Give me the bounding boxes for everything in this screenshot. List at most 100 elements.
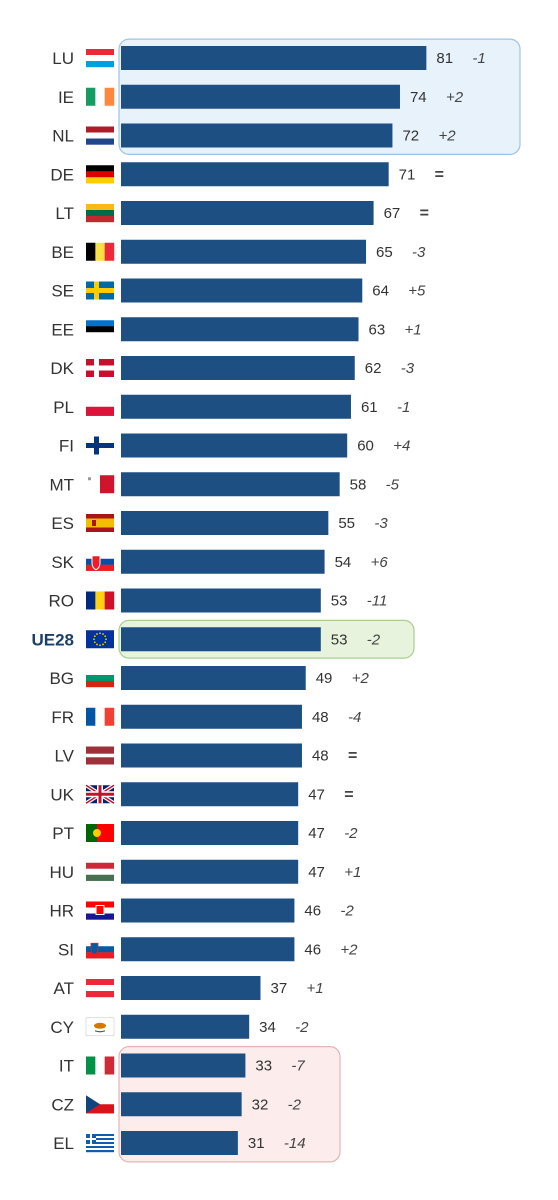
category-label: HR: [49, 902, 74, 921]
change-label: +1: [405, 321, 422, 338]
category-label: FI: [59, 437, 74, 456]
category-label: NL: [52, 127, 74, 146]
bar: [121, 472, 340, 497]
bar: [121, 743, 302, 768]
change-label: +2: [352, 670, 370, 687]
cyprus-flag-icon: [85, 1017, 115, 1037]
italy-flag-icon: [86, 1056, 115, 1075]
category-label: EE: [51, 320, 74, 339]
austria-flag-icon: [86, 979, 114, 998]
value-label: 71: [399, 166, 416, 183]
row-at: AT 37 +1: [54, 976, 324, 1000]
value-label: 53: [331, 593, 348, 610]
row-mt: MT 58 -5: [49, 472, 400, 497]
row-it: IT 33 -7: [59, 1053, 305, 1078]
row-lu: LU 81 -1: [52, 46, 486, 70]
row-ee: EE 63 +1: [51, 317, 422, 342]
value-label: 58: [350, 476, 367, 493]
row-cy: CY 34 -2: [50, 1014, 309, 1039]
row-uk: UK 47 =: [50, 782, 354, 807]
value-label: 55: [338, 515, 355, 532]
row-be: BE 65 -3: [51, 239, 426, 264]
change-label: +2: [446, 89, 464, 106]
change-label: +1: [306, 980, 323, 997]
value-label: 54: [335, 554, 352, 571]
change-label: -5: [386, 476, 400, 493]
row-hr: HR 46 -2: [49, 898, 354, 923]
change-label: =: [344, 786, 353, 803]
value-label: 31: [248, 1135, 265, 1152]
value-label: 46: [304, 941, 321, 958]
value-label: 48: [312, 709, 329, 726]
bar: [121, 317, 359, 342]
value-label: 72: [402, 128, 419, 145]
value-label: 64: [372, 283, 389, 300]
row-cz: CZ 32 -2: [51, 1092, 302, 1117]
row-el: EL 31 -14: [53, 1131, 306, 1155]
value-label: 34: [259, 1019, 276, 1036]
bar: [121, 588, 321, 613]
slovenia-flag-icon: [86, 940, 114, 959]
belgium-flag-icon: [86, 242, 115, 261]
value-label: 61: [361, 399, 378, 416]
finland-flag-icon: [86, 436, 114, 455]
slovakia-flag-icon: [86, 552, 114, 571]
category-label: IE: [58, 88, 74, 107]
row-fr: FR 48 -4: [51, 704, 361, 729]
category-label: HU: [49, 863, 74, 882]
bulgaria-flag-icon: [86, 669, 114, 688]
change-label: -2: [367, 631, 381, 648]
category-label: PL: [53, 398, 74, 417]
value-label: 74: [410, 89, 427, 106]
value-label: 46: [304, 903, 321, 920]
greece-flag-icon: [86, 1134, 114, 1153]
hungary-flag-icon: [86, 862, 114, 881]
category-label: LU: [52, 49, 74, 68]
change-label: +2: [438, 128, 456, 145]
change-label: -7: [291, 1058, 305, 1075]
bar: [121, 666, 306, 690]
change-label: -4: [348, 709, 361, 726]
change-label: -2: [340, 903, 354, 920]
change-label: =: [420, 205, 429, 222]
value-label: 32: [252, 1096, 269, 1113]
bar: [121, 394, 351, 419]
bar: [121, 1131, 238, 1155]
row-si: SI 46 +2: [58, 937, 358, 962]
spain-flag-icon: [86, 514, 114, 532]
latvia-flag-icon: [86, 746, 114, 765]
category-label: CY: [50, 1018, 74, 1037]
category-label: BG: [49, 669, 74, 688]
change-label: -1: [472, 50, 485, 67]
bar: [121, 123, 393, 148]
change-label: -2: [344, 825, 358, 842]
value-label: 33: [255, 1058, 272, 1075]
row-es: ES 55 -3: [51, 511, 388, 535]
category-label: EL: [53, 1134, 74, 1153]
row-se: SE 64 +5: [51, 278, 426, 303]
change-label: -14: [284, 1135, 306, 1152]
change-label: =: [435, 166, 444, 183]
bar: [121, 162, 389, 187]
bar: [121, 859, 299, 884]
bar: [121, 704, 302, 729]
bar: [121, 821, 299, 845]
row-bg: BG 49 +2: [49, 666, 369, 690]
value-label: 67: [384, 205, 401, 222]
row-ie: IE 74 +2: [58, 84, 464, 109]
row-de: DE 71 =: [50, 162, 444, 187]
category-label: FR: [51, 708, 74, 727]
change-label: -3: [401, 360, 415, 377]
value-label: 81: [436, 50, 453, 67]
category-label: LT: [55, 204, 74, 223]
change-label: +5: [408, 283, 426, 300]
value-label: 49: [316, 670, 333, 687]
change-label: +2: [340, 941, 358, 958]
value-label: 63: [369, 321, 386, 338]
row-hu: HU 47 +1: [49, 859, 361, 884]
row-ro: RO 53 -11: [49, 588, 387, 613]
denmark-flag-icon: [86, 359, 114, 377]
change-label: =: [348, 748, 357, 765]
bar: [121, 239, 367, 264]
